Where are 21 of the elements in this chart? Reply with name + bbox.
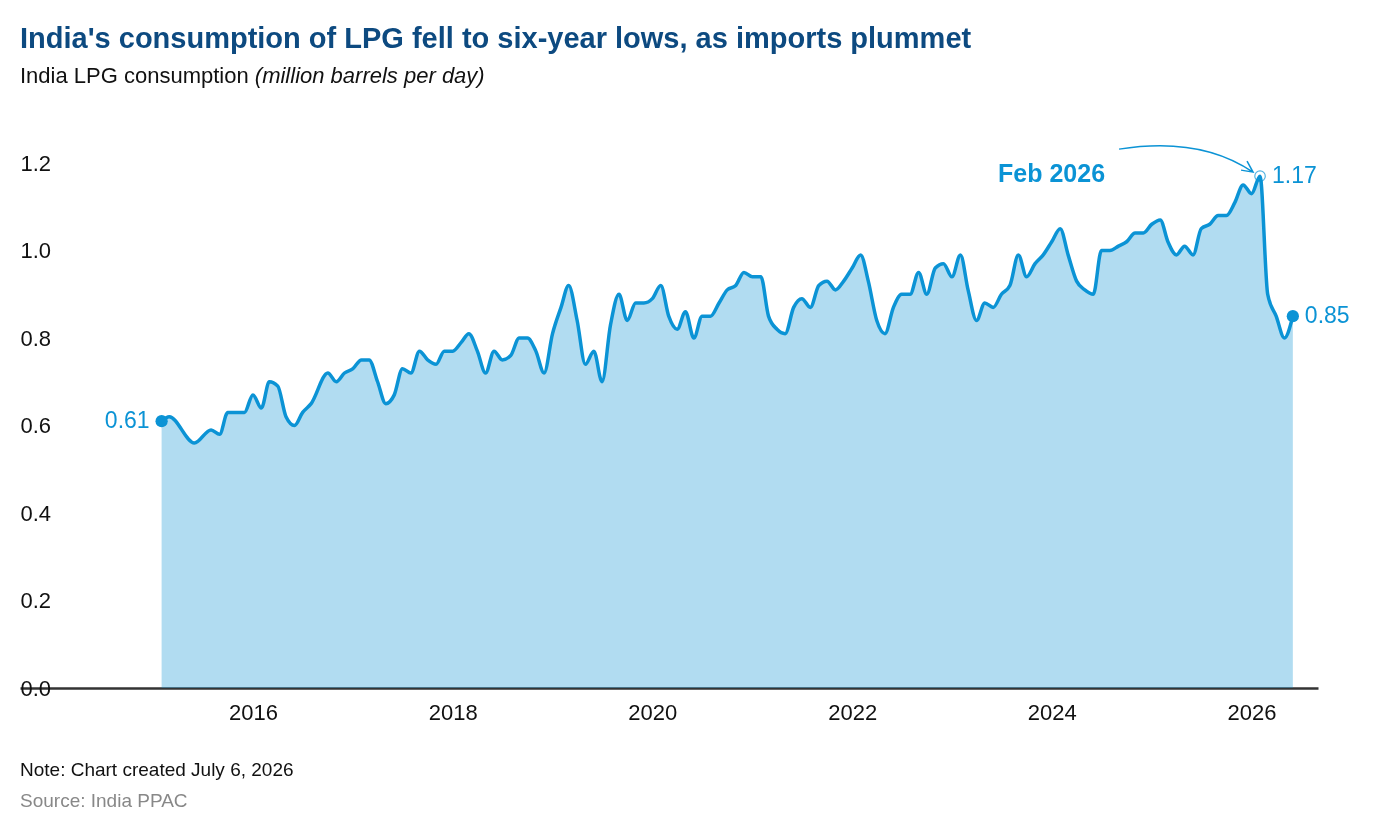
chart-title: India's consumption of LPG fell to six-year lows, as imports plummet (20, 22, 972, 55)
x-tick-label: 2026 (1227, 699, 1277, 725)
y-tick-label: 0.2 (20, 588, 52, 613)
data-label: 0.85 (1304, 302, 1350, 329)
text: Note: Chart created July 6, 2026 (20, 758, 294, 782)
annotation: Feb 2026 (998, 159, 1106, 188)
source-note: Source: India PPAC (20, 789, 189, 813)
y-tick-label: 1.2 (20, 150, 52, 176)
chart-subtitle: India LPG consumption (20, 63, 249, 88)
x-tick-label: 2018 (428, 699, 478, 725)
y-tick-label: 0.6 (20, 413, 52, 438)
y-tick-label: 0.8 (20, 325, 52, 351)
x-tick-label: 2020 (628, 699, 678, 725)
data-label: 1.17 (1272, 162, 1317, 189)
y-axis-title: (million barrels per day) (254, 63, 485, 88)
data-label: 0.61 (104, 407, 150, 434)
x-tick-label: 2022 (828, 699, 878, 725)
x-tick-label: 2016 (228, 699, 278, 725)
y-tick-label: 1.0 (20, 238, 52, 263)
y-tick-label: 0.4 (20, 500, 52, 526)
x-tick-label: 2024 (1027, 699, 1077, 725)
